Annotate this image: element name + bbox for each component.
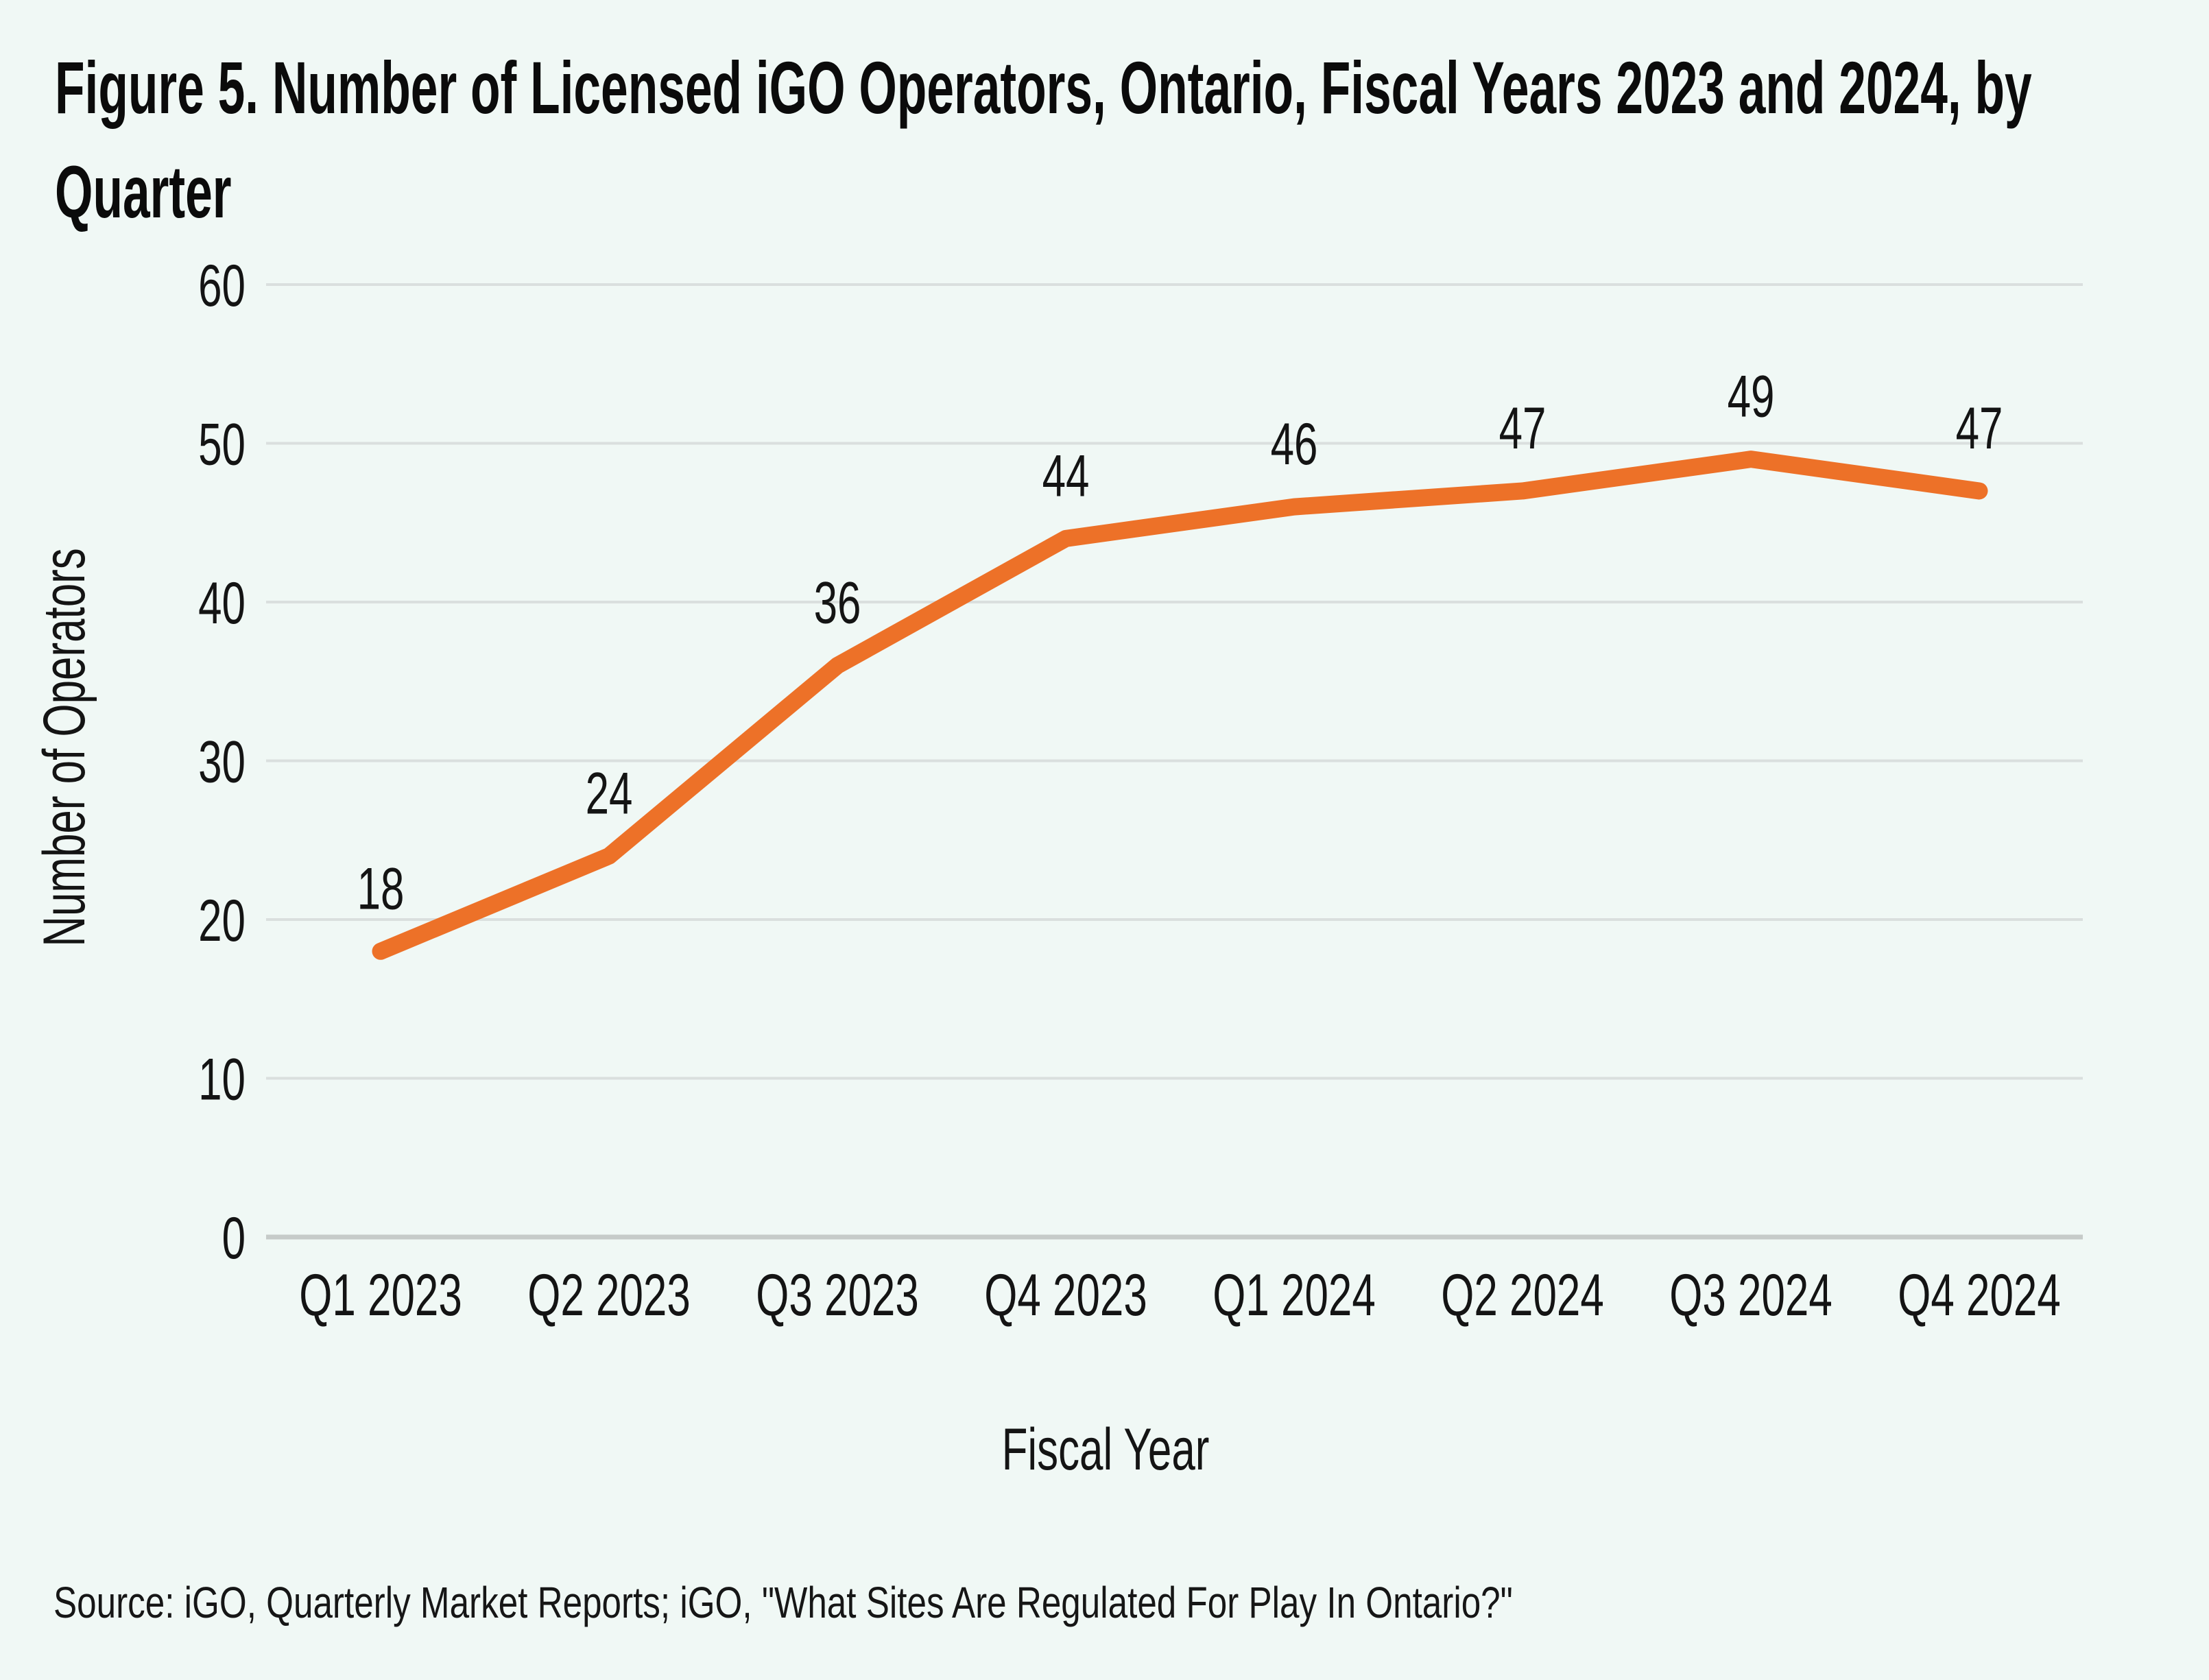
data-label-5: 46: [1271, 411, 1318, 477]
chart-title-line-1: Figure 5. Number of Licensed iGO Operato…: [55, 46, 2032, 129]
chart-title-line-2: Quarter: [55, 150, 232, 233]
y-tick-label-60: 60: [198, 252, 246, 318]
x-tick-label-7: Q3 2024: [1669, 1262, 1832, 1328]
series-line: [372, 451, 1988, 960]
x-tick-label-8: Q4 2024: [1898, 1262, 2061, 1328]
x-tick-label-4: Q4 2023: [984, 1262, 1147, 1328]
source-note: Source: iGO, Quarterly Market Reports; i…: [53, 1578, 1513, 1627]
x-tick-label-1: Q1 2023: [299, 1262, 462, 1328]
data-label-8: 47: [1956, 395, 2003, 461]
data-label-7: 49: [1728, 363, 1775, 429]
data-label-4: 44: [1042, 442, 1090, 508]
y-tick-label-50: 50: [198, 411, 246, 477]
y-tick-label-0: 0: [222, 1205, 246, 1271]
data-label-1: 18: [357, 855, 405, 921]
y-axis-title: Number of Operators: [31, 548, 97, 947]
y-tick-label-10: 10: [198, 1046, 246, 1112]
data-label-6: 47: [1499, 395, 1547, 461]
data-label-3: 36: [814, 570, 861, 636]
y-tick-label-40: 40: [198, 570, 246, 636]
x-tick-label-6: Q2 2024: [1441, 1262, 1604, 1328]
x-tick-label-3: Q3 2023: [756, 1262, 919, 1328]
data-label-2: 24: [586, 760, 633, 826]
x-axis-title: Fiscal Year: [1002, 1416, 1210, 1482]
x-tick-label-5: Q1 2024: [1213, 1262, 1376, 1328]
chart-title: Figure 5. Number of Licensed iGO Operato…: [55, 36, 2209, 244]
x-tick-label-2: Q2 2023: [527, 1262, 691, 1328]
y-tick-label-30: 30: [198, 728, 246, 794]
y-tick-label-20: 20: [198, 887, 246, 953]
